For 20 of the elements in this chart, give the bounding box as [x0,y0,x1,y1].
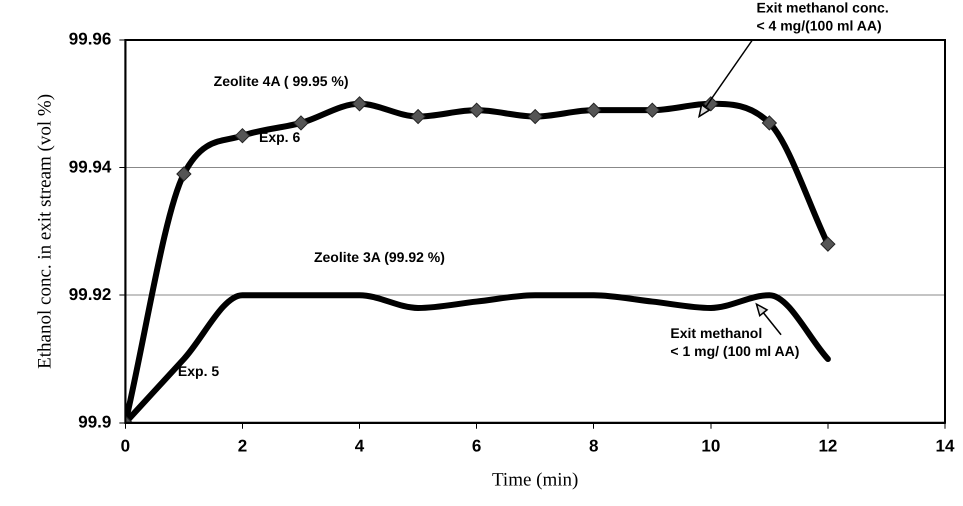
x-tick-label: 12 [818,436,838,456]
x-tick-label: 6 [472,436,482,456]
annotation: Exit methanol < 1 mg/ (100 ml AA) [670,324,800,359]
y-axis-title: Ethanol conc. in exit stream (vol %) [34,94,56,369]
text: Exit methanol conc. < 4 mg/(100 ml AA) [756,0,889,34]
x-tick-label: 10 [701,436,720,456]
x-axis-title: Time (min) [492,470,578,491]
y-tick-label: 99.9 [78,412,112,432]
x-tick-label: 8 [588,436,598,456]
y-tick-label: 99.94 [68,157,112,176]
x-tick-label: 4 [354,436,365,456]
x-tick-label: 0 [120,436,130,456]
annotation: Zeolite 4A ( 99.95 %) [214,72,349,89]
y-tick-label: 99.96 [68,30,112,49]
x-tick-label: 14 [936,436,955,456]
series-label: Exp. 6 [258,128,300,145]
annotation: Zeolite 3A (99.92 %) [314,249,445,266]
y-tick-label: 99.92 [68,284,112,304]
series-label: Exp. 5 [178,362,220,379]
x-tick-label: 2 [238,436,248,456]
